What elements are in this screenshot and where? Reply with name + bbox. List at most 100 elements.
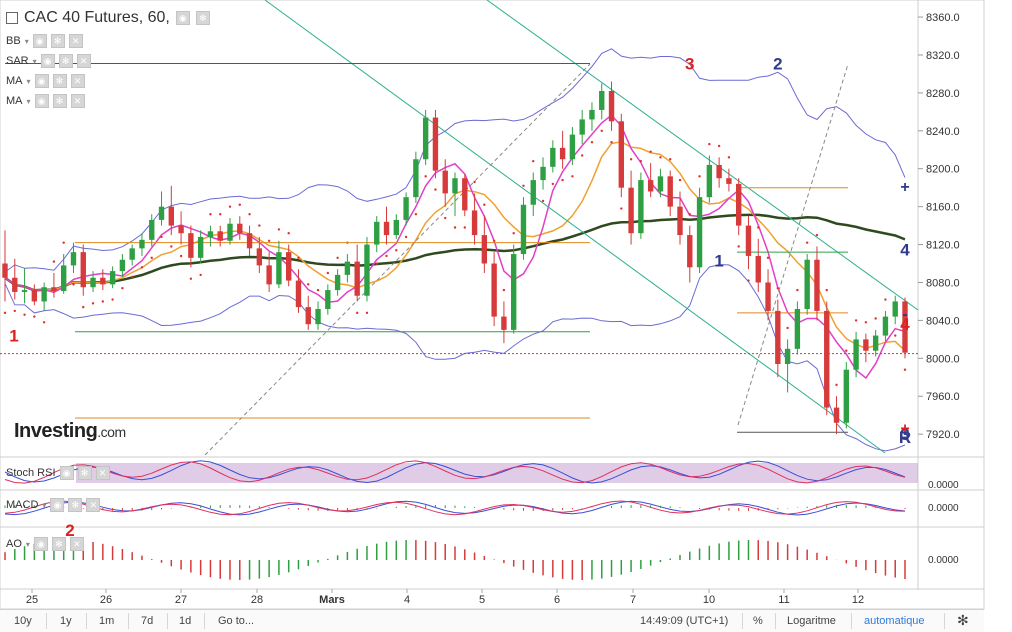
sar-dot	[385, 254, 388, 258]
candle-body	[471, 210, 478, 236]
candle-body	[374, 221, 380, 245]
price-tick-label: 8280.0	[926, 88, 960, 100]
ma-long-line	[4, 213, 906, 292]
horizontal-levels	[0, 63, 918, 433]
price-tick-label: 8360.0	[926, 12, 960, 24]
macd-label: MACD	[6, 499, 39, 511]
caret-icon[interactable]: ▾	[24, 36, 29, 46]
close-icon[interactable]: ✕	[95, 466, 110, 480]
sar-dot	[874, 317, 877, 320]
price-tick-label: 8080.0	[926, 277, 960, 289]
candle-body	[197, 236, 204, 258]
sar-dot	[404, 235, 408, 239]
caret-icon[interactable]: ▾	[32, 56, 37, 66]
candle-body	[491, 263, 497, 317]
sar-dot	[130, 275, 134, 278]
sar-dot	[590, 140, 594, 144]
sar-dot	[845, 349, 848, 352]
indicator-ma-1[interactable]: MA ▾ ◉ ✻ ✕	[6, 74, 85, 88]
sar-dot	[894, 334, 897, 337]
eye-icon[interactable]: ◉	[34, 94, 49, 108]
gear-icon[interactable]: ✻	[68, 498, 83, 512]
percent-toggle[interactable]: %	[753, 615, 763, 627]
macd-label-row[interactable]: MACD ▾ ◉ ✻ ✕	[6, 498, 101, 512]
time-tick-label: Mars	[319, 594, 345, 606]
indicator-sar[interactable]: SAR ▾ ◉ ✻ ✕	[6, 54, 91, 68]
eye-icon[interactable]: ◉	[34, 74, 49, 88]
range-10y-button[interactable]: 10y	[14, 615, 32, 627]
candle-body	[334, 274, 341, 291]
sar-dot	[170, 245, 173, 248]
settings-gear-icon[interactable]: ✻	[957, 612, 969, 628]
sar-dot	[82, 305, 85, 309]
candle-body	[902, 301, 908, 353]
collapse-icon[interactable]	[6, 12, 18, 24]
gear-icon[interactable]: ✻	[58, 54, 73, 68]
sar-dot	[580, 154, 584, 157]
range-1d-button[interactable]: 1d	[179, 615, 192, 627]
candle-body	[716, 164, 722, 179]
close-icon[interactable]: ✕	[69, 537, 84, 551]
stoch-rsi-label-row[interactable]: Stoch RSI ◉ ✻ ✕	[6, 466, 110, 480]
candle-body	[599, 91, 605, 110]
wave-label: 2	[65, 521, 74, 540]
eye-icon[interactable]: ◉	[40, 54, 55, 68]
stoch-d-line	[4, 460, 906, 484]
candle-body	[784, 348, 791, 364]
time-tick-label: 26	[100, 594, 112, 606]
sar-dot	[571, 175, 574, 178]
candle-body	[882, 316, 889, 336]
sar-dot	[444, 216, 447, 220]
candle-body	[354, 261, 360, 296]
close-icon[interactable]: ✕	[86, 498, 101, 512]
sar-dot	[766, 256, 770, 260]
indicator-ma-2[interactable]: MA ▾ ◉ ✻ ✕	[6, 94, 85, 108]
gear-icon[interactable]: ✻	[52, 94, 67, 108]
stoch-rsi-label: Stoch RSI	[6, 467, 56, 479]
wave-label: +	[900, 421, 909, 438]
caret-icon[interactable]: ▾	[42, 500, 47, 510]
sar-dot	[864, 321, 868, 324]
eye-icon[interactable]: ◉	[50, 498, 65, 512]
sar-dot	[620, 207, 623, 210]
candle-body	[129, 248, 135, 260]
indicator-bb[interactable]: BB ▾ ◉ ✻ ✕	[6, 34, 83, 48]
time-tick-label: 11	[778, 594, 789, 606]
candle-body	[589, 109, 595, 120]
ao-label-row[interactable]: AO ▾ ◉ ✻ ✕	[6, 537, 84, 551]
candle-body	[569, 134, 576, 160]
gear-icon[interactable]: ✻	[50, 34, 65, 48]
range-1y-button[interactable]: 1y	[60, 615, 72, 627]
gear-icon[interactable]: ✻	[51, 537, 66, 551]
wave-label: R	[899, 428, 911, 447]
eye-icon[interactable]: ◉	[32, 34, 47, 48]
close-icon[interactable]: ✕	[68, 34, 83, 48]
eye-icon[interactable]: ◉	[33, 537, 48, 551]
eye-icon[interactable]: ◉	[175, 11, 190, 25]
eye-icon[interactable]: ◉	[59, 466, 74, 480]
auto-toggle[interactable]: automatique	[864, 615, 925, 627]
range-1m-button[interactable]: 1m	[99, 615, 115, 627]
candle-body	[432, 117, 439, 171]
close-icon[interactable]: ✕	[70, 74, 85, 88]
gear-icon[interactable]: ✻	[77, 466, 92, 480]
goto-button[interactable]: Go to...	[218, 615, 255, 627]
caret-icon[interactable]: ▾	[26, 96, 31, 106]
range-7d-button[interactable]: 7d	[141, 615, 154, 627]
candle-body	[266, 265, 272, 285]
caret-icon[interactable]: ▾	[26, 76, 31, 86]
caret-icon[interactable]: ▾	[25, 539, 30, 549]
log-toggle[interactable]: Logaritme	[787, 615, 836, 627]
time-tick-label: 28	[251, 594, 263, 606]
close-icon[interactable]: ✕	[76, 54, 91, 68]
gear-icon[interactable]: ✻	[52, 74, 67, 88]
candle-body	[853, 339, 859, 370]
price-tick-label: 8040.0	[926, 315, 960, 327]
candle-body	[31, 290, 38, 302]
close-icon[interactable]: ✕	[70, 94, 85, 108]
gear-icon[interactable]: ✻	[195, 11, 210, 25]
sar-dot	[238, 203, 241, 206]
sar-dot	[3, 311, 7, 315]
sar-dot	[375, 262, 378, 265]
